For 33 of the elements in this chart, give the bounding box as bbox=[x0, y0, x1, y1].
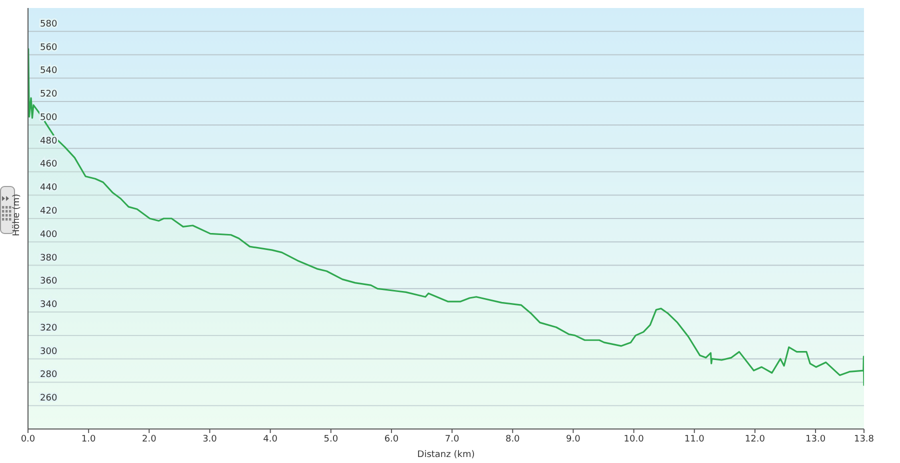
x-tick-label: 8.0 bbox=[505, 434, 520, 444]
y-tick-label: 360 bbox=[40, 276, 58, 287]
x-tick-label: 5.0 bbox=[324, 434, 338, 444]
y-tick-label: 340 bbox=[40, 300, 58, 310]
x-tick-label: 13.8 bbox=[854, 434, 874, 444]
x-tick-label: 1.0 bbox=[81, 434, 96, 444]
y-tick-label: 320 bbox=[40, 323, 58, 334]
x-tick-label: 12.0 bbox=[744, 434, 766, 444]
y-tick-label: 300 bbox=[40, 346, 58, 357]
y-tick-label: 560 bbox=[40, 42, 58, 53]
x-tick-label: 2.0 bbox=[142, 434, 157, 444]
y-tick-label: 540 bbox=[40, 66, 58, 76]
x-tick-label: 9.0 bbox=[566, 434, 581, 444]
y-tick-label: 400 bbox=[40, 230, 58, 240]
x-tick-label: 10.0 bbox=[624, 434, 644, 444]
y-tick-label: 480 bbox=[40, 136, 58, 146]
y-tick-label: 520 bbox=[40, 90, 58, 100]
x-tick-label: 11.0 bbox=[684, 434, 705, 444]
x-tick-label: 13.0 bbox=[806, 434, 826, 444]
x-tick-label: 4.0 bbox=[263, 434, 278, 444]
y-tick-label: 380 bbox=[40, 253, 58, 264]
y-tick-label: 280 bbox=[40, 370, 58, 380]
x-tick-label: 7.0 bbox=[444, 434, 460, 444]
y-tick-label: 420 bbox=[40, 206, 58, 216]
x-tick-label: 3.0 bbox=[202, 434, 218, 444]
x-tick-label: 6.0 bbox=[384, 434, 399, 444]
y-axis-title: Höhe (m) bbox=[12, 194, 22, 236]
y-tick-label: 580 bbox=[40, 19, 58, 30]
x-axis-title: Distanz (km) bbox=[417, 450, 475, 460]
y-tick-label: 440 bbox=[40, 183, 58, 194]
y-tick-label: 260 bbox=[40, 394, 58, 404]
y-tick-label: 460 bbox=[40, 160, 58, 170]
x-tick-label: 0.0 bbox=[20, 434, 36, 444]
